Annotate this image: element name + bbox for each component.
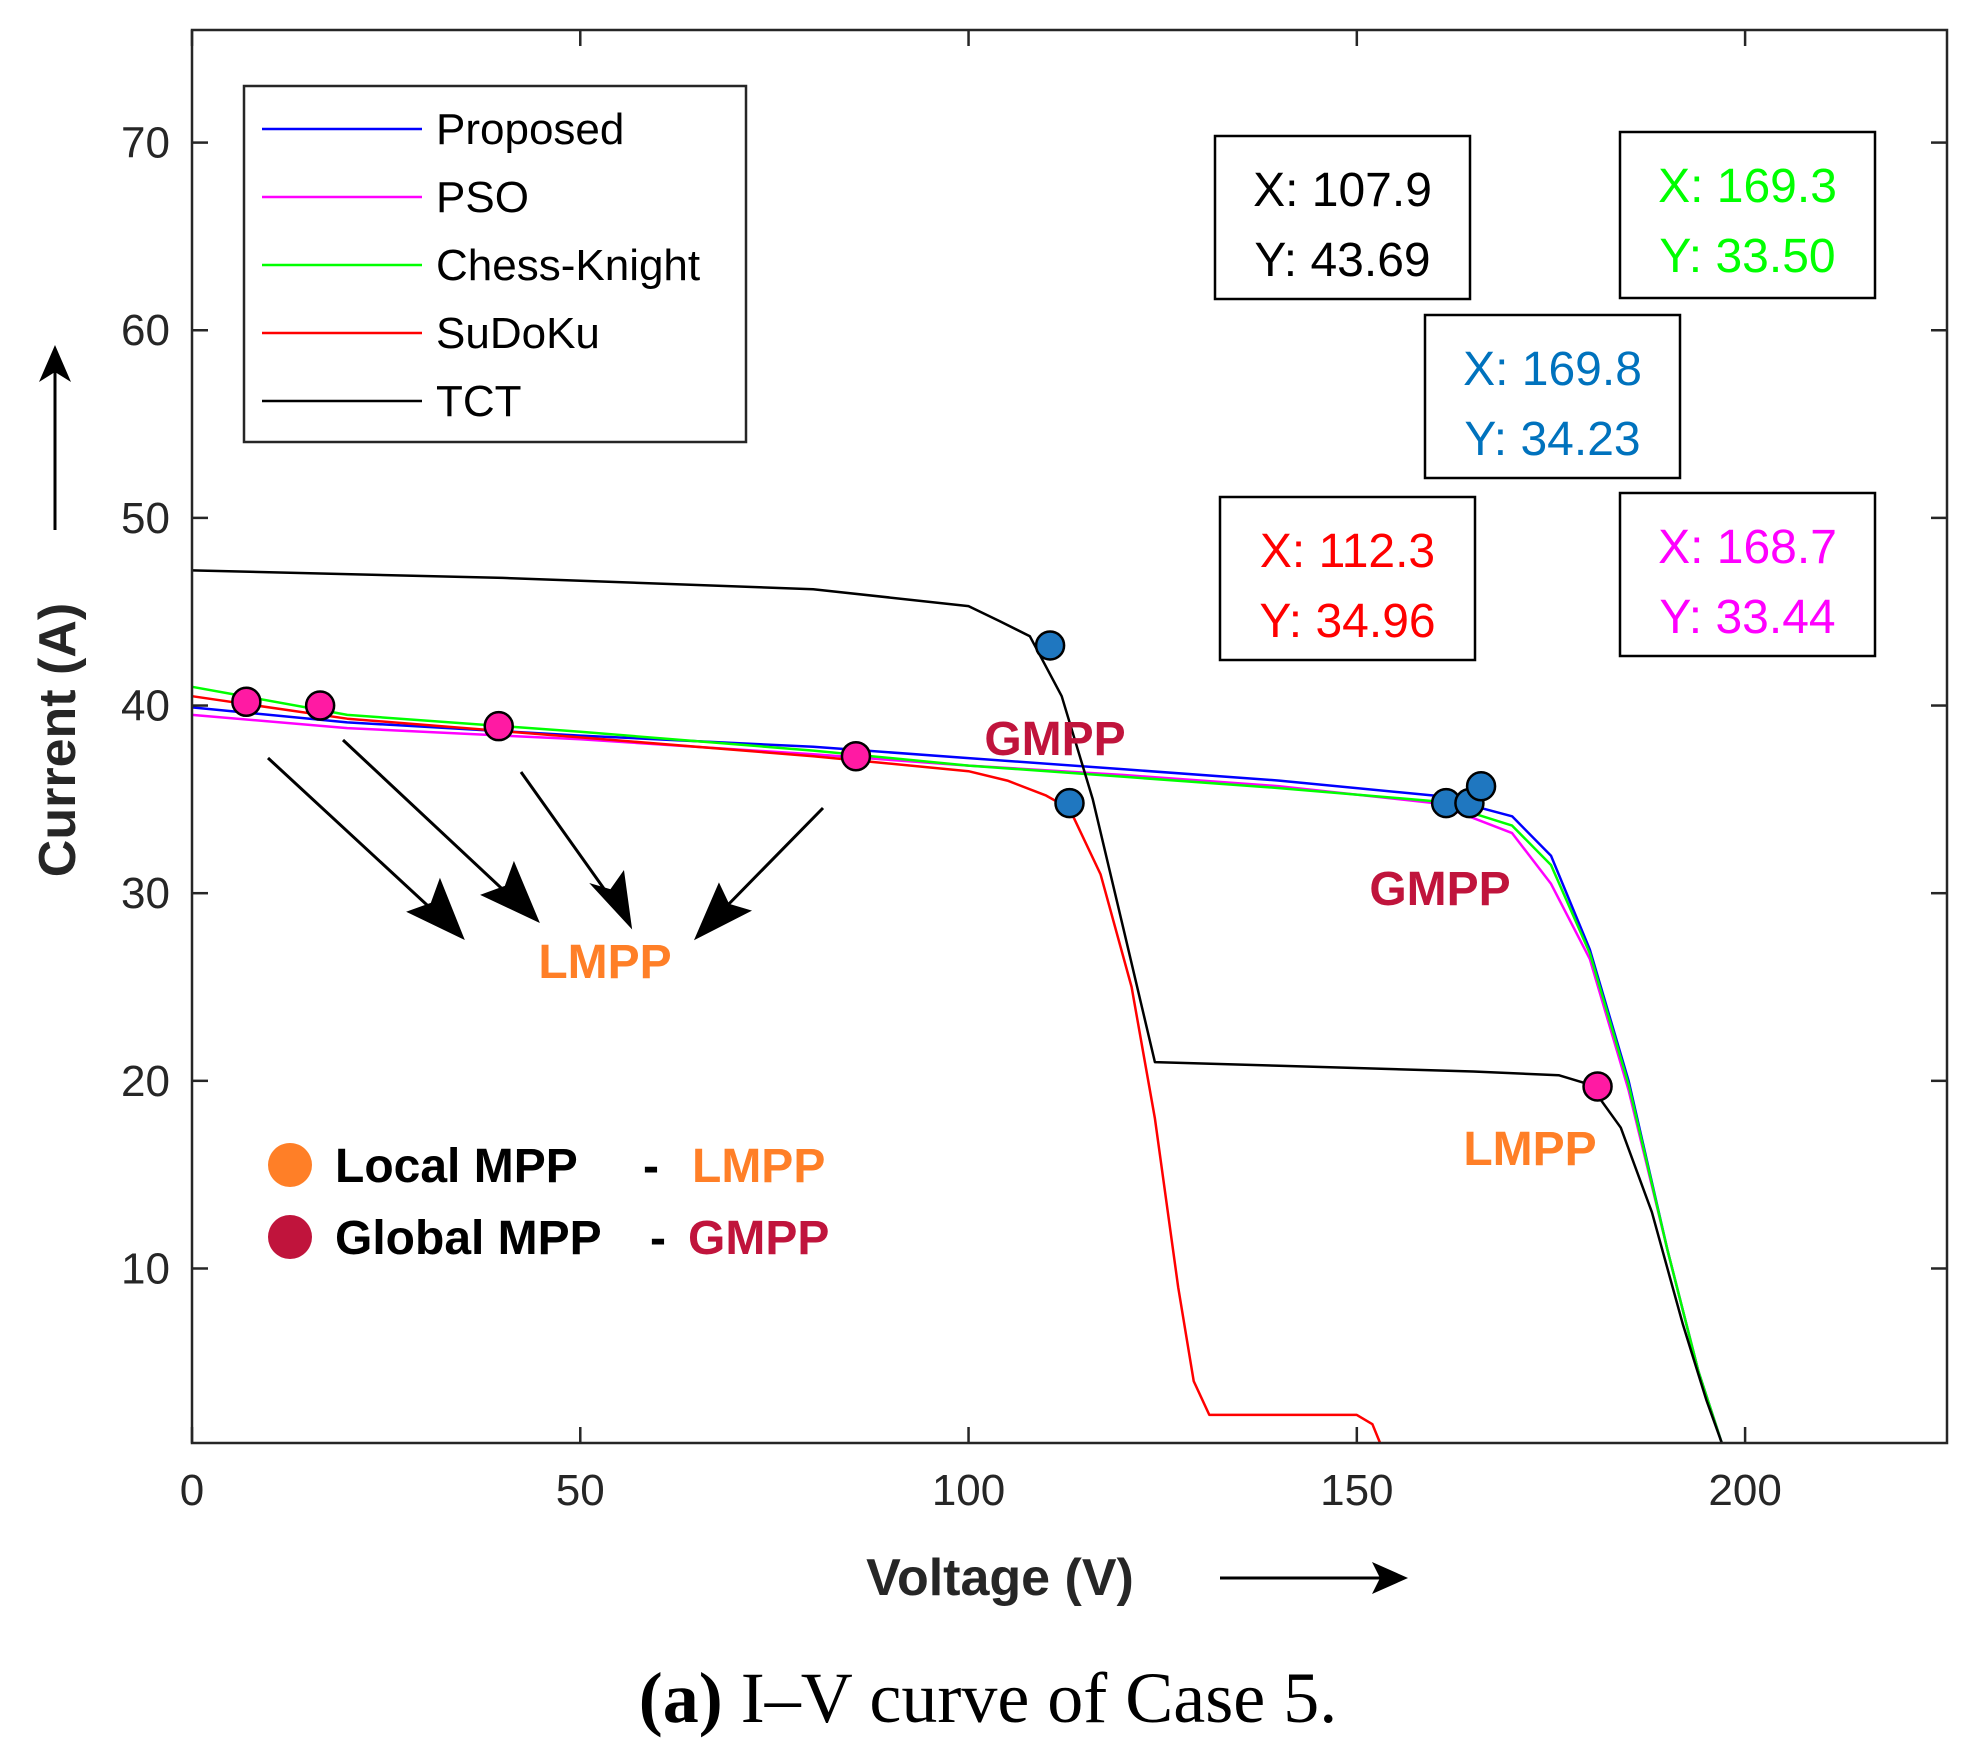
tick-layer: 0 50 100 150 200 10 20 30 40 50 60 70 (121, 30, 1947, 1515)
gmpp-marker-0 (1034, 630, 1066, 661)
datatip-box (1618, 491, 1877, 658)
y-axis-label: Current (A) (29, 603, 87, 877)
lmpp-marker-1 (304, 690, 336, 721)
x-tick-label: 0 (180, 1466, 204, 1515)
series-line-tct (191, 569, 1723, 1444)
lmpp-marker-4 (1582, 1071, 1613, 1102)
lmpp-arrow-2-head (480, 860, 540, 924)
lmpp-marker-2 (483, 710, 514, 742)
lmpp-arrows (266, 738, 825, 941)
y-tick-label: 60 (121, 306, 170, 355)
datatip-y-text: Y: 33.50 (1659, 230, 1835, 283)
y-direction-arrow (39, 345, 71, 530)
lmpp-arrow-4 (718, 806, 825, 915)
lmpp-arrow-4-head (693, 882, 753, 941)
mpp-key: Local MPP - LMPP Global MPP - GMPP (268, 1140, 829, 1265)
datatip-box (1423, 313, 1682, 480)
datatip-4: X: 168.7 Y: 33.44 (1618, 491, 1877, 658)
x-tick-label: 150 (1320, 1466, 1393, 1515)
x-tick-label: 200 (1708, 1466, 1781, 1515)
x-tick-label: 50 (556, 1466, 605, 1515)
legend-label-pso: PSO (436, 173, 529, 222)
y-tick-label: 70 (121, 119, 170, 168)
datatip-x-text: X: 107.9 (1253, 164, 1432, 217)
lmpp-marker-0 (231, 686, 262, 718)
plot-frame (190, 28, 1949, 1445)
series-line-proposed (191, 706, 1723, 1444)
datatip-1: X: 169.3 Y: 33.50 (1618, 130, 1877, 300)
lmpp-marker-3 (840, 740, 872, 772)
legend-label-sudoku: SuDoKu (436, 309, 600, 358)
gmpp-label-main: GMPP (1369, 863, 1510, 916)
gmpp-marker-4 (1465, 770, 1497, 802)
series-line-pso (191, 713, 1723, 1444)
datatip-layer: X: 107.9 Y: 43.69 X: 169.3 Y: 33.50 X: 169.8… (1213, 130, 1877, 662)
legend: Proposed PSO Chess-Knight SuDoKu TCT (242, 84, 748, 444)
legend-label-tct: TCT (436, 377, 522, 426)
y-tick-label: 10 (121, 1244, 170, 1293)
datatip-x-text: X: 169.3 (1658, 160, 1837, 213)
x-axis-label: Voltage (V) (866, 1549, 1134, 1607)
x-direction-arrow (1220, 1562, 1408, 1594)
lmpp-arrow-3 (519, 771, 614, 901)
gmpp-label-tct: GMPP (984, 713, 1125, 766)
global-mpp-key-dot (268, 1215, 312, 1259)
series-line-sudoku (191, 694, 1382, 1444)
lmpp-arrow-3-head (589, 870, 633, 930)
y-tick-label: 40 (121, 682, 170, 731)
datatip-x-text: X: 168.7 (1658, 521, 1837, 574)
lmpp-arrow-1-head (406, 877, 465, 941)
lmpp-label-left: LMPP (538, 936, 671, 989)
global-mpp-key-abbr: GMPP (688, 1212, 829, 1265)
legend-label-proposed: Proposed (436, 105, 624, 154)
datatip-y-text: Y: 34.96 (1259, 595, 1435, 648)
datatip-3: X: 112.3 Y: 34.96 (1218, 495, 1477, 662)
datatip-box (1218, 495, 1477, 662)
datatip-y-text: Y: 43.69 (1254, 234, 1430, 287)
y-tick-label: 50 (121, 494, 170, 543)
lmpp-arrow-1 (266, 756, 442, 919)
datatip-x-text: X: 169.8 (1463, 343, 1642, 396)
series-layer (191, 569, 1723, 1444)
datatip-box (1618, 130, 1877, 300)
gmpp-marker-1 (1054, 787, 1085, 819)
lmpp-arrow-2 (341, 738, 516, 902)
figure-caption: (a) I–V curve of Case 5. (639, 1658, 1337, 1738)
legend-label-chess-knight: Chess-Knight (436, 241, 700, 290)
local-mpp-key-dot (268, 1143, 312, 1187)
datatip-box (1213, 134, 1472, 301)
local-mpp-key-abbr: LMPP (692, 1140, 825, 1193)
x-tick-label: 100 (932, 1466, 1005, 1515)
datatip-0: X: 107.9 Y: 43.69 (1213, 134, 1472, 301)
series-line-chess-knight (191, 685, 1723, 1444)
lmpp-label-right: LMPP (1463, 1123, 1596, 1176)
y-tick-label: 20 (121, 1057, 170, 1106)
caption-text: I–V curve of Case 5. (723, 1658, 1338, 1738)
global-mpp-key-label: Global MPP (335, 1212, 602, 1265)
local-mpp-key-sep: - (643, 1140, 659, 1193)
datatip-2: X: 169.8 Y: 34.23 (1423, 313, 1682, 480)
datatip-x-text: X: 112.3 (1260, 525, 1435, 578)
marker-layer (231, 630, 1613, 1102)
y-tick-label: 30 (121, 869, 170, 918)
datatip-y-text: Y: 34.23 (1464, 413, 1640, 466)
global-mpp-key-sep: - (650, 1212, 666, 1265)
caption-bold: (a) (639, 1658, 723, 1738)
datatip-y-text: Y: 33.44 (1659, 591, 1835, 644)
local-mpp-key-label: Local MPP (335, 1140, 578, 1193)
